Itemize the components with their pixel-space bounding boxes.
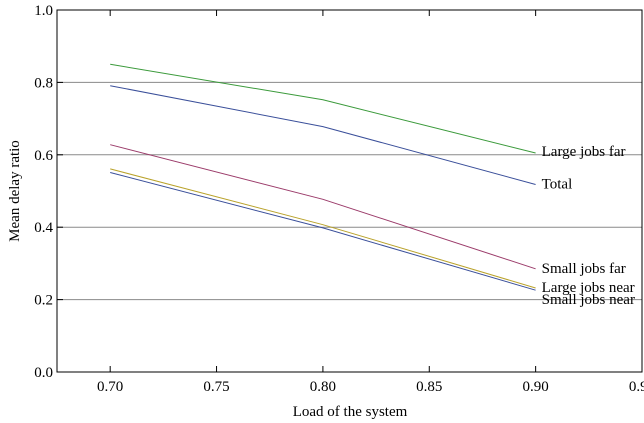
- series-line-1: [110, 86, 535, 185]
- series-line-2: [110, 145, 535, 269]
- y-tick-label: 0.6: [34, 148, 53, 164]
- x-tick-label: 0.75: [203, 379, 229, 395]
- series-label-0: Large jobs far: [542, 144, 626, 160]
- series-label-4: Small jobs near: [542, 292, 635, 308]
- series-line-4: [110, 173, 535, 291]
- y-tick-label: 0.0: [34, 365, 53, 381]
- y-tick-label: 0.8: [34, 75, 53, 91]
- x-tick-label: 0.70: [97, 379, 123, 395]
- x-tick-label: 0.90: [523, 379, 549, 395]
- y-tick-label: 0.4: [34, 220, 53, 236]
- series-label-1: Total: [542, 176, 573, 192]
- y-axis-label: Mean delay ratio: [7, 140, 23, 242]
- y-tick-label: 1.0: [34, 3, 53, 19]
- axis-ticks: 0.70 0.75 0.80 0.85 0.90 0.95 0.0 0.2 0.4 0.6 0.8 1…: [34, 3, 644, 395]
- x-tick-label: 0.95: [629, 379, 644, 395]
- series-line-0: [110, 64, 535, 153]
- x-tick-label: 0.80: [310, 379, 336, 395]
- x-axis-label: Load of the system: [293, 404, 408, 420]
- y-tick-label: 0.2: [34, 293, 53, 309]
- x-tick-label: 0.85: [416, 379, 442, 395]
- series-label-2: Small jobs far: [542, 261, 626, 277]
- series-lines: [110, 64, 535, 290]
- series-line-3: [110, 169, 535, 288]
